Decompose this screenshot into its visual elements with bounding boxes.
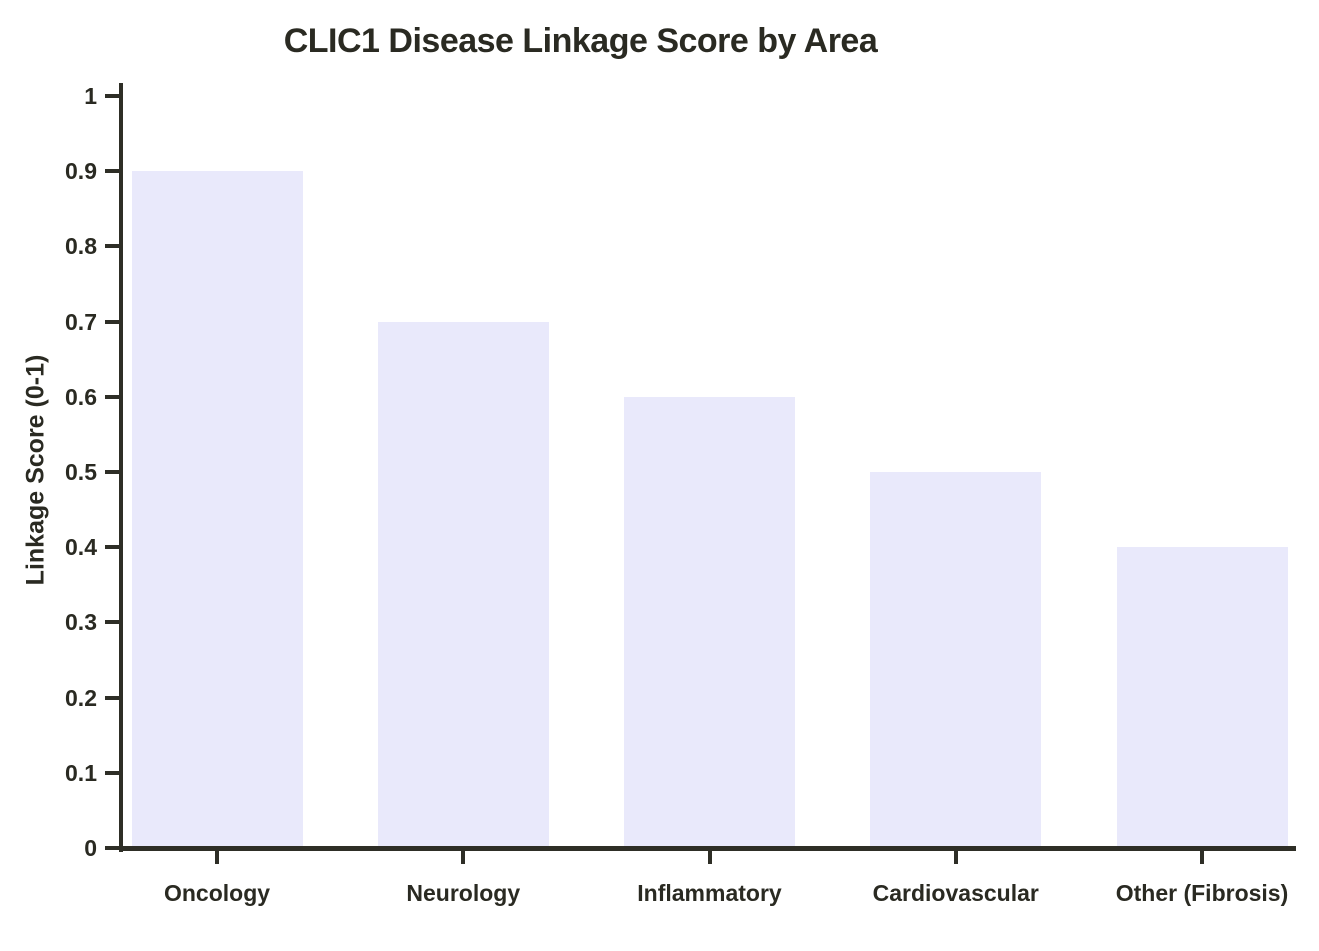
y-tick: [105, 319, 119, 324]
bar-cardiovascular: [870, 472, 1042, 848]
x-axis-spine: [119, 846, 1296, 851]
x-tick: [707, 851, 712, 864]
y-tick-label: 1: [84, 83, 97, 109]
x-tick-label: Cardiovascular: [872, 880, 1039, 906]
x-tick-label: Neurology: [406, 880, 521, 906]
y-tick: [105, 620, 119, 625]
bar-oncology: [131, 171, 303, 848]
y-tick: [105, 94, 119, 98]
chart-title: CLIC1 Disease Linkage Score by Area: [283, 22, 878, 60]
y-tick-label: 0.4: [65, 534, 97, 561]
y-tick-label: 0.8: [65, 233, 97, 260]
y-tick: [105, 169, 119, 174]
y-tick: [105, 470, 119, 474]
x-tick-label: Oncology: [163, 880, 271, 906]
x-tick: [461, 851, 466, 864]
x-tick: [953, 851, 958, 864]
y-tick-label: 0.5: [65, 459, 97, 485]
bar-inflammatory: [624, 396, 795, 848]
y-tick: [105, 695, 119, 700]
x-tick: [215, 851, 219, 864]
y-tick-label: 0.6: [65, 383, 97, 410]
y-tick-label: 0: [84, 835, 97, 861]
y-tick-label: 0.1: [65, 759, 97, 786]
y-tick: [105, 846, 119, 850]
x-tick-label: Other (Fibrosis): [1115, 880, 1289, 906]
y-tick-label: 0.2: [65, 684, 97, 711]
bar-other-fibrosis: [1116, 547, 1288, 848]
x-tick-label: Inflammatory: [637, 880, 782, 906]
y-axis-spine: [119, 83, 123, 852]
y-tick-label: 0.7: [65, 308, 97, 335]
y-tick-label: 0.3: [65, 609, 97, 636]
y-tick: [105, 394, 119, 399]
y-tick: [105, 244, 119, 249]
y-tick-label: 0.9: [65, 158, 97, 185]
y-tick: [105, 770, 119, 775]
y-tick: [105, 545, 119, 550]
bar-neurology: [377, 321, 549, 848]
x-tick: [1200, 851, 1204, 864]
